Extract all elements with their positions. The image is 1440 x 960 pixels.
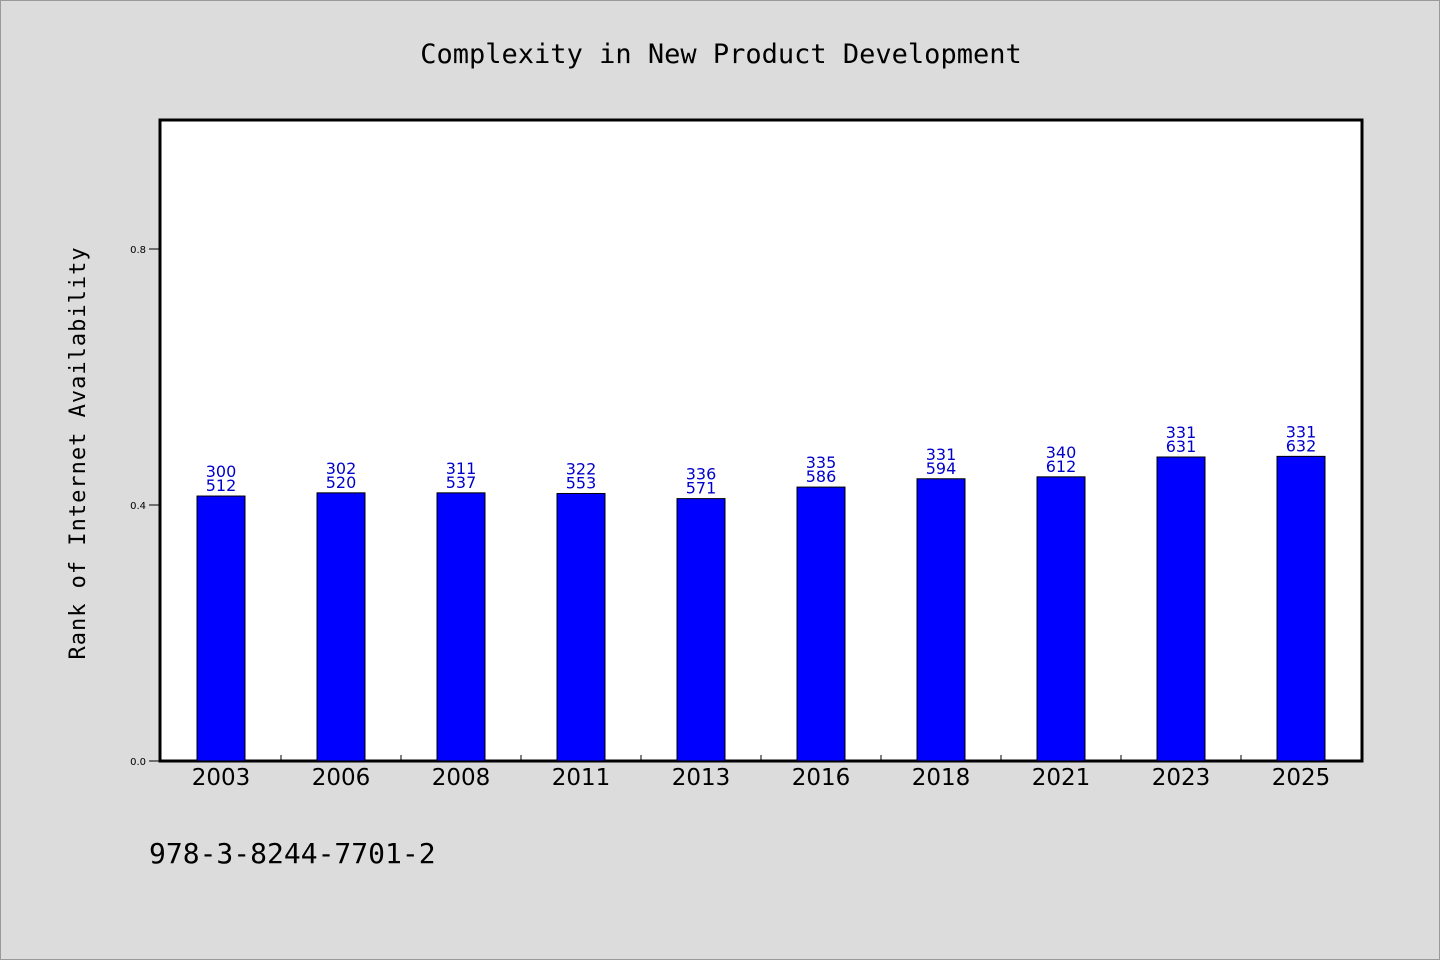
data-label-top: 336 (686, 465, 717, 484)
bar (556, 492, 606, 762)
x-tick-label: 2016 (792, 765, 851, 791)
data-label-bottom: 571 (686, 479, 717, 498)
data-label-bottom: 612 (1046, 457, 1077, 476)
x-tick-label: 2013 (672, 765, 731, 791)
x-tick-label: 2025 (1272, 765, 1331, 791)
y-axis-label: Rank of Internet Availability (66, 246, 91, 659)
bar (916, 478, 966, 762)
chart-title: Complexity in New Product Development (420, 39, 1021, 70)
data-label-top: 340 (1046, 443, 1077, 462)
data-label-top: 331 (926, 445, 957, 464)
data-label-bottom: 632 (1286, 436, 1317, 455)
y-tick-label: 0.4 (130, 501, 146, 512)
data-label-top: 331 (1166, 423, 1197, 442)
data-label-top: 302 (326, 459, 357, 478)
isbn-footer: 978-3-8244-7701-2 (149, 837, 436, 870)
bar (316, 492, 366, 762)
bar (1276, 455, 1326, 762)
data-label-bottom: 631 (1166, 437, 1197, 456)
bar (1036, 476, 1086, 762)
y-tick-label: 0.0 (130, 757, 146, 768)
data-label-bottom: 553 (566, 473, 597, 492)
bar (676, 498, 726, 762)
bar (1156, 456, 1206, 762)
y-axis: 0.0 0.4 0.8 (130, 245, 161, 768)
bar (796, 486, 846, 762)
x-tick-label: 2006 (312, 765, 371, 791)
data-label-top: 311 (446, 459, 477, 478)
x-tick-label: 2011 (552, 765, 611, 791)
data-label-bottom: 586 (806, 467, 837, 486)
y-tick-label: 0.8 (130, 245, 146, 256)
bar-series (196, 455, 1326, 762)
data-label-top: 300 (206, 462, 237, 481)
x-tick-label: 2018 (912, 765, 971, 791)
data-label-bottom: 520 (326, 473, 357, 492)
data-label-bottom: 594 (926, 459, 957, 478)
x-tick-label: 2008 (432, 765, 491, 791)
data-label-top: 322 (566, 459, 597, 478)
x-axis: 2003 2006 2008 2011 2013 2016 2018 2021 2023 2025 (192, 755, 1331, 791)
x-tick-label: 2021 (1032, 765, 1091, 791)
data-label-bottom: 537 (446, 473, 477, 492)
x-tick-label: 2003 (192, 765, 251, 791)
x-tick-label: 2023 (1152, 765, 1211, 791)
bar (436, 492, 486, 762)
bar (196, 495, 246, 762)
data-label-top: 335 (806, 453, 837, 472)
data-label-bottom: 512 (206, 476, 237, 495)
data-label-top: 331 (1286, 422, 1317, 441)
